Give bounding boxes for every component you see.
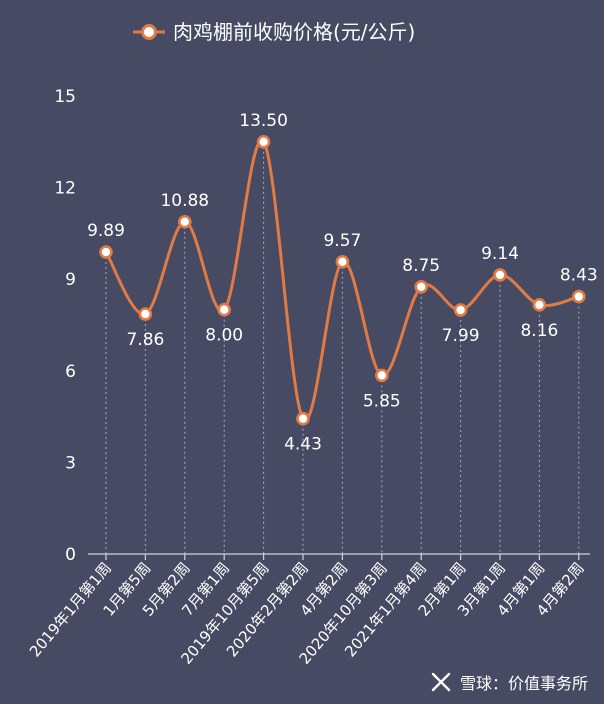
y-tick-label: 15 <box>54 87 76 107</box>
data-label: 13.50 <box>239 111 288 131</box>
data-point <box>453 303 468 317</box>
watermark: 雪球：价值事务所 <box>430 670 588 694</box>
legend-label[interactable]: 肉鸡棚前收购价格(元/公斤) <box>173 20 415 44</box>
y-tick-label: 6 <box>65 362 76 382</box>
y-tick-label: 9 <box>65 270 76 290</box>
data-point <box>414 280 429 294</box>
data-point <box>532 298 547 312</box>
data-points <box>99 135 586 426</box>
data-point <box>99 245 113 259</box>
legend-marker[interactable] <box>141 24 157 40</box>
data-point <box>256 135 271 149</box>
data-label: 9.57 <box>323 231 361 251</box>
data-point <box>374 368 389 383</box>
data-point <box>296 411 310 426</box>
data-label: 8.43 <box>560 266 598 286</box>
data-label: 4.43 <box>284 435 322 455</box>
x-axis: 2019年1月第1周1月第5周5月第2周7月第1周2019年10月第5周2020… <box>26 554 588 668</box>
data-point <box>138 307 153 321</box>
data-point <box>217 302 231 317</box>
data-point <box>571 289 586 304</box>
legend[interactable]: 肉鸡棚前收购价格(元/公斤) <box>133 20 415 44</box>
data-label: 8.00 <box>205 326 243 346</box>
vertical-guide-lines <box>105 141 580 554</box>
snowball-logo-icon <box>431 672 451 692</box>
y-tick-label: 12 <box>54 179 76 199</box>
data-point <box>335 254 350 269</box>
data-label: 7.99 <box>442 326 480 346</box>
watermark-text: 雪球：价值事务所 <box>459 674 588 693</box>
data-label: 8.16 <box>520 321 558 341</box>
data-label: 9.89 <box>87 221 125 241</box>
data-label: 10.88 <box>160 191 209 211</box>
data-labels: 9.89 7.86 10.88 8.00 13.50 4.43 9.57 5.85 8.75 7.… <box>87 111 598 455</box>
data-label: 9.14 <box>481 244 519 264</box>
data-label: 7.86 <box>126 330 164 350</box>
y-tick-label: 0 <box>65 545 76 565</box>
data-label: 8.75 <box>402 256 440 276</box>
data-point <box>178 214 192 229</box>
y-axis: 0 3 6 9 12 15 <box>54 87 76 565</box>
data-label: 5.85 <box>363 391 401 411</box>
data-point <box>493 268 507 282</box>
y-tick-label: 3 <box>65 453 76 473</box>
